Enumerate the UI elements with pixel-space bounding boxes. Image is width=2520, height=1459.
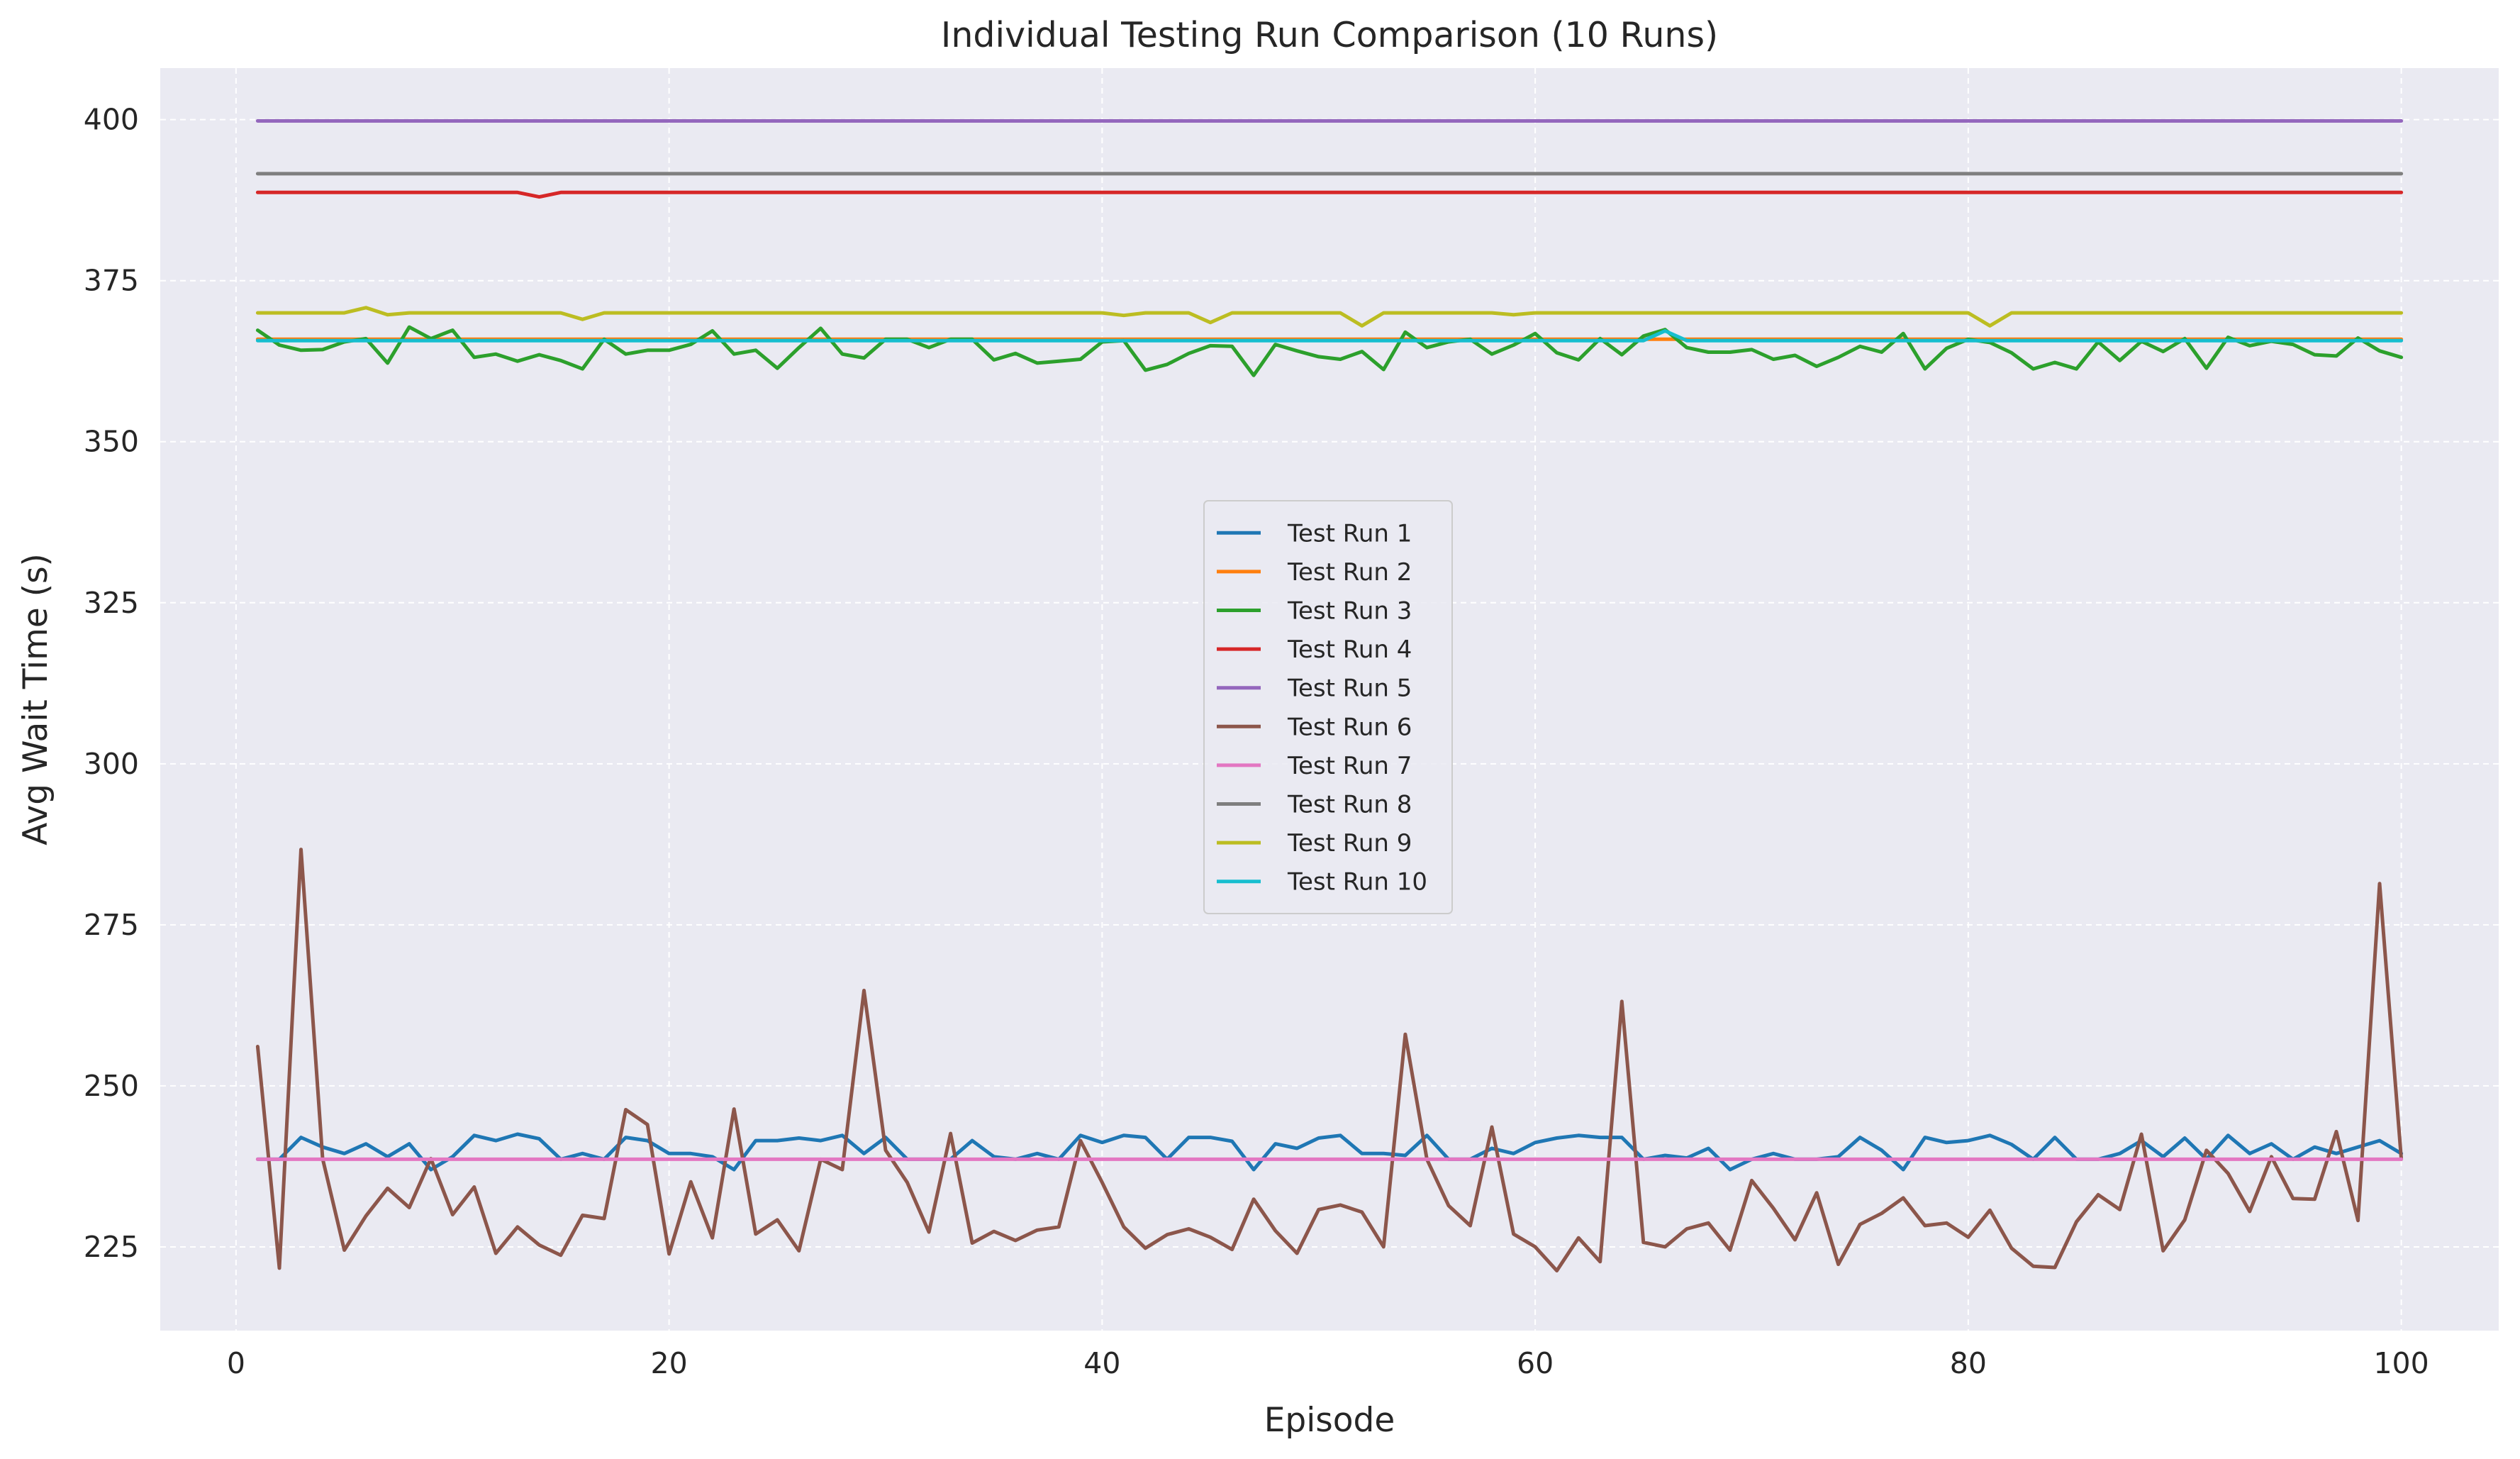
- y-tick-label: 375: [84, 264, 139, 298]
- x-tick-label: 40: [1083, 1346, 1120, 1380]
- legend-label: Test Run 4: [1287, 636, 1412, 664]
- y-tick-label: 275: [84, 908, 139, 942]
- series-line-4: [255, 190, 2404, 199]
- legend-label: Test Run 5: [1287, 675, 1412, 703]
- legend: Test Run 1 Test Run 2 Test Run 3 Test Run 4…: [1203, 500, 1453, 914]
- legend-box: [1203, 500, 1453, 914]
- legend-label: Test Run 7: [1287, 752, 1412, 780]
- x-tick-label: 60: [1517, 1346, 1554, 1380]
- legend-label: Test Run 2: [1287, 558, 1412, 587]
- legend-label: Test Run 1: [1287, 519, 1412, 548]
- series-line-3: [255, 325, 2404, 377]
- x-tick-label: 100: [2373, 1346, 2429, 1380]
- y-tick-label: 325: [84, 586, 139, 620]
- series-line-9: [255, 306, 2404, 328]
- axis-ticks: 0 20 40 60 80 100 225 250 275 300 325 350 375 400: [84, 103, 2429, 1380]
- x-tick-label: 0: [227, 1346, 245, 1380]
- y-tick-label: 400: [84, 103, 139, 137]
- series-line-6: [255, 848, 2404, 1272]
- series-lines: [255, 119, 2404, 1272]
- series-line-10: [255, 329, 2404, 343]
- chart-title: Individual Testing Run Comparison (10 Ru…: [941, 15, 1718, 55]
- y-tick-label: 300: [84, 747, 139, 781]
- x-tick-label: 20: [651, 1346, 688, 1380]
- y-tick-label: 225: [84, 1230, 139, 1264]
- legend-label: Test Run 9: [1287, 829, 1412, 858]
- x-tick-label: 80: [1950, 1346, 1987, 1380]
- series-line-1: [255, 1132, 2404, 1172]
- y-axis-label: Avg Wait Time (s): [16, 553, 55, 845]
- legend-label: Test Run 6: [1287, 713, 1412, 741]
- y-tick-label: 250: [84, 1069, 139, 1103]
- y-tick-label: 350: [84, 425, 139, 459]
- x-axis-label: Episode: [1264, 1401, 1395, 1440]
- legend-label: Test Run 3: [1287, 597, 1412, 626]
- legend-label: Test Run 10: [1287, 868, 1427, 897]
- legend-label: Test Run 8: [1287, 791, 1412, 819]
